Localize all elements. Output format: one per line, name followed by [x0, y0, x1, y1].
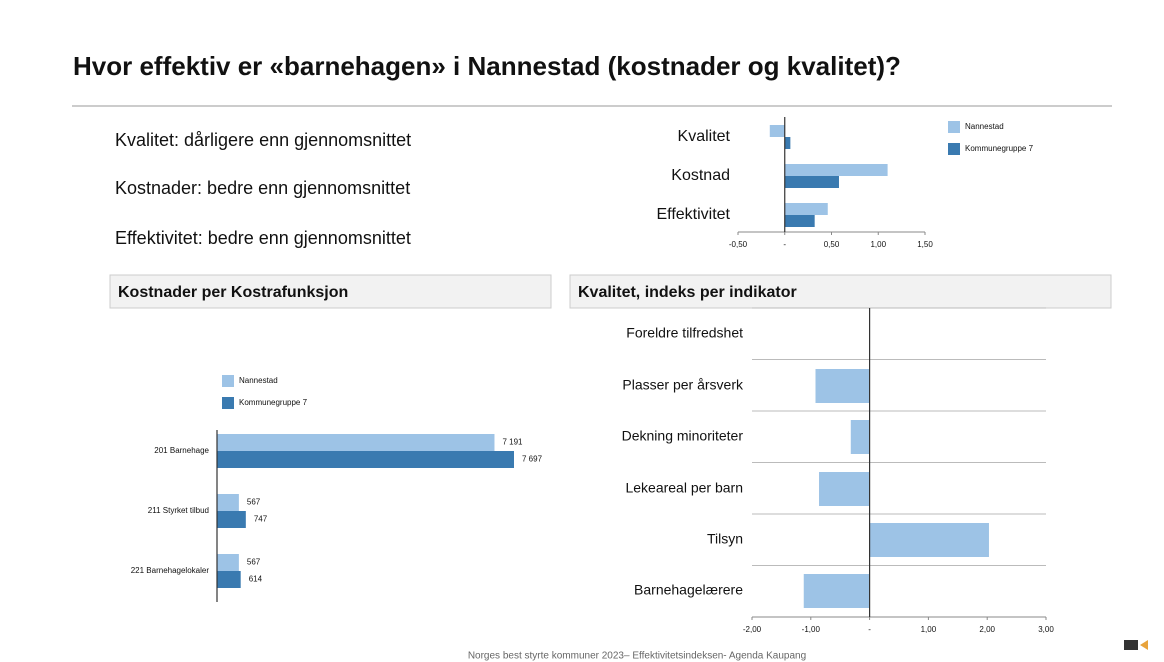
bar [815, 369, 870, 403]
bar [217, 571, 241, 588]
statement: Kvalitet: dårligere enn gjennomsnittet [115, 130, 411, 150]
value-label: 567 [247, 498, 261, 507]
x-tick-label: 0,50 [824, 240, 840, 249]
x-tick-label: -2,00 [743, 625, 762, 634]
bar [769, 125, 785, 137]
bar [217, 451, 514, 468]
category-label: Lekeareal per barn [625, 480, 743, 496]
category-label: Effektivitet [656, 206, 730, 223]
category-label: 221 Barnehagelokaler [131, 566, 210, 575]
bar [217, 494, 239, 511]
legend-swatch [222, 375, 234, 387]
legend-swatch [222, 397, 234, 409]
bar [784, 176, 839, 188]
x-tick-label: - [783, 240, 786, 249]
legend-label: Nannestad [239, 376, 278, 385]
x-tick-label: 1,00 [921, 625, 937, 634]
bar [784, 215, 815, 227]
x-tick-label: 3,00 [1038, 625, 1054, 634]
bar [784, 137, 791, 149]
value-label: 7 697 [522, 455, 543, 464]
category-label: Kvalitet [678, 128, 731, 145]
bar [869, 523, 989, 557]
category-label: Barnehagelærere [634, 582, 743, 598]
bar [850, 420, 870, 454]
bar [217, 554, 239, 571]
logo [1124, 640, 1148, 650]
statement: Kostnader: bedre enn gjennomsnittet [115, 178, 410, 198]
legend-label: Kommunegruppe 7 [965, 144, 1034, 153]
x-tick-label: - [868, 625, 871, 634]
bar [819, 472, 870, 506]
category-label: Dekning minoriteter [622, 428, 744, 444]
x-tick-label: -1,00 [802, 625, 821, 634]
legend-label: Kommunegruppe 7 [239, 398, 308, 407]
value-label: 7 191 [502, 438, 523, 447]
x-tick-label: 1,50 [917, 240, 933, 249]
category-label: 201 Barnehage [154, 446, 209, 455]
bar [217, 511, 246, 528]
category-label: 211 Styrket tilbud [148, 506, 209, 515]
x-tick-label: -0,50 [729, 240, 748, 249]
section-title: Kostnader per Kostrafunksjon [118, 284, 348, 301]
value-label: 567 [247, 558, 261, 567]
x-tick-label: 2,00 [979, 625, 995, 634]
category-label: Foreldre tilfredshet [626, 325, 743, 341]
bar [803, 574, 870, 608]
section-header [109, 274, 552, 309]
bar [784, 164, 888, 176]
section-header [569, 274, 1112, 309]
value-label: 614 [249, 575, 263, 584]
bar [784, 203, 828, 215]
legend-swatch [948, 143, 960, 155]
statement: Effektivitet: bedre enn gjennomsnittet [115, 228, 411, 248]
x-tick-label: 1,00 [870, 240, 886, 249]
legend-label: Nannestad [965, 122, 1004, 131]
category-label: Tilsyn [707, 531, 743, 547]
value-label: 747 [254, 515, 268, 524]
footer: Norges best styrte kommuner 2023– Effekt… [468, 651, 806, 662]
category-label: Plasser per årsverk [622, 377, 744, 393]
slide-title: Hvor effektiv er «barnehagen» i Nannesta… [73, 51, 901, 81]
category-label: Kostnad [671, 167, 730, 184]
bar [217, 434, 495, 451]
legend-swatch [948, 121, 960, 133]
section-title: Kvalitet, indeks per indikator [578, 284, 797, 301]
